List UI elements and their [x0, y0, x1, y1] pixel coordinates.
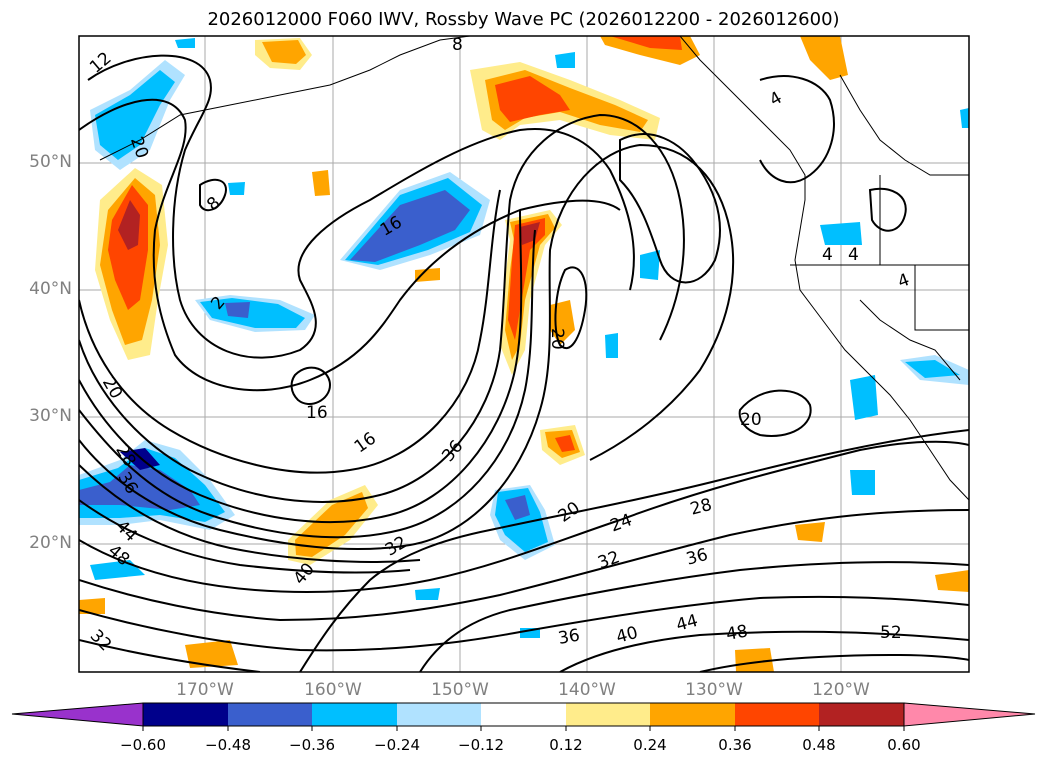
colorbar-tick-label: 0.36 [718, 736, 752, 754]
colorbar-segment [566, 703, 650, 726]
contour-label: 20 [547, 328, 567, 350]
colorbar-tick-label: −0.12 [458, 736, 504, 754]
map-frame [78, 35, 970, 673]
colorbar [11, 702, 1036, 731]
contour-label: 52 [880, 623, 902, 643]
contour-label: 16 [306, 403, 328, 423]
contour-label: 8 [452, 35, 463, 55]
colorbar-frame [142, 702, 905, 727]
contour-label: 12 [86, 48, 115, 77]
contour-label: 32 [86, 626, 115, 655]
lon-label: 130°W [685, 680, 743, 700]
contour-label: 48 [725, 621, 750, 644]
colorbar-tick-label: 0.24 [633, 736, 667, 754]
contour-label: 20 [740, 410, 762, 430]
lat-label: 50°N [29, 152, 72, 172]
colorbar-segment [397, 703, 481, 726]
colorbar-tick-label: 0.48 [802, 736, 836, 754]
contour-label: 28 [688, 495, 714, 520]
lon-label: 120°W [812, 680, 870, 700]
lon-label: 140°W [558, 680, 616, 700]
lon-label: 170°W [176, 680, 234, 700]
colorbar-segment [143, 703, 228, 726]
colorbar-segment [228, 703, 312, 726]
coastlines [99, 36, 969, 501]
colorbar-tick-label: −0.36 [289, 736, 335, 754]
contour-label: 4 [822, 245, 833, 265]
colorbar-segment [312, 703, 397, 726]
colorbar-min-arrow [11, 702, 144, 727]
colorbar-tick-label: 0.12 [549, 736, 583, 754]
lon-label: 150°W [431, 680, 489, 700]
colorbar-segment [819, 703, 904, 726]
colorbar-segment [481, 703, 566, 726]
contour-label: 16 [351, 429, 380, 458]
iwv-contours [79, 54, 969, 672]
contour-label: 40 [290, 559, 319, 588]
lat-label: 30°N [29, 406, 72, 426]
colorbar-tick-label: −0.24 [374, 736, 420, 754]
colorbar-segment [650, 703, 735, 726]
colorbar-tick-label: −0.60 [120, 736, 166, 754]
negative-shading [79, 38, 969, 638]
positive-shading [79, 36, 969, 672]
contour-label: 4 [848, 245, 859, 265]
contour-label: 36 [684, 545, 710, 570]
contour-label: 20 [98, 374, 126, 403]
colorbar-tick-label: 0.60 [887, 736, 921, 754]
colorbar-tick-label: −0.48 [205, 736, 251, 754]
contour-label: 20 [555, 498, 584, 527]
contour-label: 24 [608, 510, 635, 536]
contour-label: 4 [895, 270, 912, 292]
contour-label: 44 [674, 611, 700, 636]
colorbar-segment [735, 703, 819, 726]
lat-label: 40°N [29, 279, 72, 299]
lat-label: 20°N [29, 533, 72, 553]
lon-label: 160°W [304, 680, 362, 700]
gridlines [79, 36, 969, 672]
colorbar-max-arrow [903, 702, 1036, 727]
contour-label: 4 [766, 88, 785, 111]
contour-label: 36 [557, 625, 582, 648]
map-title: 2026012000 F060 IWV, Rossby Wave PC (202… [207, 9, 840, 30]
